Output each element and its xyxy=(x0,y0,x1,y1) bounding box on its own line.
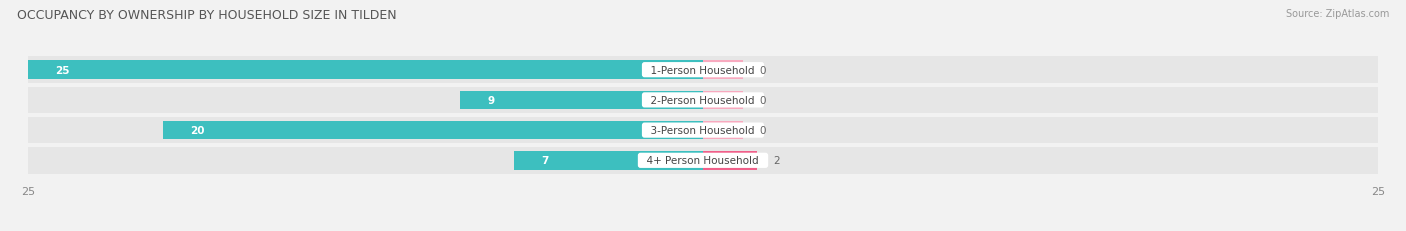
Text: 9: 9 xyxy=(486,95,494,105)
Text: 1-Person Household: 1-Person Household xyxy=(644,65,762,75)
Text: 3-Person Household: 3-Person Household xyxy=(644,126,762,136)
Bar xyxy=(703,151,744,170)
Text: 2: 2 xyxy=(773,156,780,166)
Bar xyxy=(703,151,756,170)
Bar xyxy=(28,117,1378,144)
Bar xyxy=(28,61,703,80)
Text: 2-Person Household: 2-Person Household xyxy=(644,95,762,105)
Text: 0: 0 xyxy=(759,65,766,75)
Bar xyxy=(703,121,744,140)
Bar xyxy=(703,91,744,110)
Text: Source: ZipAtlas.com: Source: ZipAtlas.com xyxy=(1285,9,1389,19)
Text: 25: 25 xyxy=(55,65,70,75)
Bar xyxy=(28,147,1378,174)
Text: 4+ Person Household: 4+ Person Household xyxy=(641,156,765,166)
Bar xyxy=(460,91,703,110)
Bar xyxy=(703,61,744,80)
Bar xyxy=(163,121,703,140)
Bar xyxy=(28,57,1378,84)
Text: 0: 0 xyxy=(759,95,766,105)
Bar xyxy=(28,87,1378,114)
Text: 7: 7 xyxy=(541,156,548,166)
Text: 20: 20 xyxy=(190,126,205,136)
Text: 0: 0 xyxy=(759,126,766,136)
Text: OCCUPANCY BY OWNERSHIP BY HOUSEHOLD SIZE IN TILDEN: OCCUPANCY BY OWNERSHIP BY HOUSEHOLD SIZE… xyxy=(17,9,396,22)
Bar xyxy=(515,151,703,170)
